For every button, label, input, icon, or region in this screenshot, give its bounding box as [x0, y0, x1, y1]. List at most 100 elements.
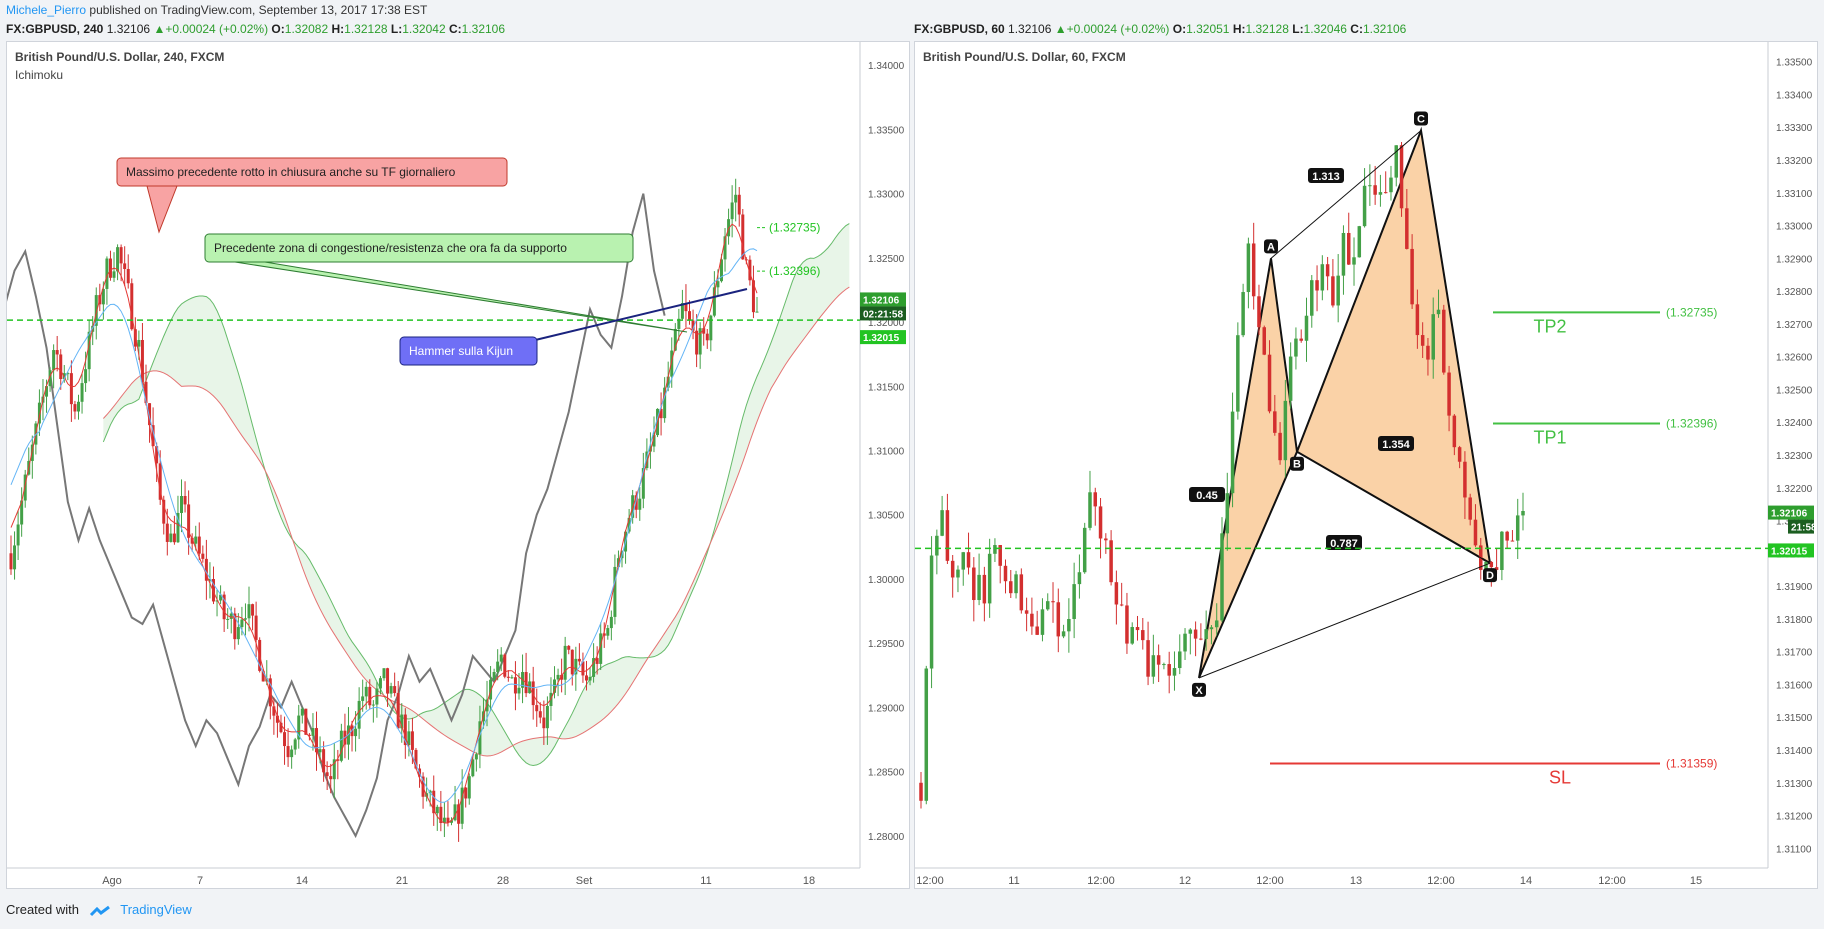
candle-body [737, 194, 741, 215]
candle-body [116, 247, 120, 272]
price-tick-label: 1.28500 [868, 768, 905, 779]
candle-body [684, 303, 688, 312]
footer: Created with TradingView [6, 902, 192, 917]
candle-body [112, 271, 116, 278]
candle-body [414, 749, 418, 769]
price-tick-label: 1.33500 [1776, 58, 1813, 69]
quote-low: 1.32046 [1303, 22, 1347, 36]
candle-body [1156, 655, 1161, 665]
last-price-badge-bg [1768, 505, 1814, 520]
annotation-blue-text: Hammer sulla Kijun [409, 344, 513, 358]
ratio-line-xd [1198, 562, 1491, 679]
candle-body [1225, 493, 1230, 534]
candle-body [634, 495, 638, 510]
price-tick-label: 1.31400 [1776, 746, 1813, 757]
harmonic-xab-triangle [1198, 258, 1299, 679]
candle-body [574, 658, 578, 675]
candle-body [283, 732, 287, 747]
candle-body [751, 280, 755, 313]
line-price-badge: 1.32015 [1771, 546, 1808, 557]
candle-body [663, 387, 667, 419]
harmonic-bcd-triangle [1295, 126, 1492, 566]
candle-body [20, 500, 24, 525]
candle-body [556, 674, 560, 680]
time-tick-label: 12:00 [1598, 875, 1626, 887]
ratio-badge-bg [1378, 436, 1414, 451]
candle-body [48, 370, 52, 387]
price-tick-label: 1.34000 [868, 61, 905, 72]
ichimoku-cloud [103, 223, 850, 766]
candle-body [386, 668, 390, 694]
level-name-label: SL [1549, 767, 1571, 787]
candle-body [389, 686, 393, 694]
candle-body [293, 739, 297, 750]
chart-canvas-60[interactable]: 12:00 11 12:00 12 12:00 13 12:00 14 12:00 15 1.335… [915, 42, 1819, 890]
candle-body [23, 474, 27, 501]
price-tick-label: 1.33500 [868, 125, 905, 136]
candle-body [354, 728, 358, 737]
chart-panel-240[interactable]: Ago 7 14 21 28 Set 11 18 1.34000 1.33500 1.33000 1.… [6, 41, 910, 889]
candle-body [1278, 432, 1282, 461]
candle-body [471, 759, 475, 777]
candle-body [148, 403, 152, 426]
candle-body [286, 746, 290, 758]
candle-body [165, 523, 169, 542]
candle-body [1104, 538, 1108, 541]
candle-body [233, 613, 237, 640]
time-tick-label: 13 [1350, 875, 1362, 887]
harmonic-point-label: D [1486, 570, 1494, 582]
quote-open: 1.32051 [1186, 22, 1230, 36]
candle-body [609, 616, 613, 629]
candle-body [37, 402, 41, 424]
candle-body [1457, 447, 1462, 462]
candle-body [69, 373, 73, 405]
quote-last: 1.32106 [106, 22, 151, 36]
candle-body [652, 435, 656, 447]
candle-body [453, 804, 457, 821]
annotation-green-box [204, 233, 634, 263]
candle-body [489, 679, 493, 700]
candle-body [194, 536, 198, 544]
candle-body [1331, 276, 1335, 306]
candle-body [553, 679, 557, 693]
candle-body [972, 567, 976, 601]
candle-body [485, 699, 489, 712]
candle-body [1431, 314, 1435, 360]
chart-canvas-240[interactable]: Ago 7 14 21 28 Set 11 18 1.34000 1.33500 1.33000 1.… [7, 42, 911, 890]
candle-body [1178, 651, 1182, 669]
candle-body [496, 661, 500, 673]
candle-body [1283, 400, 1288, 461]
time-tick-label: 12:00 [1256, 875, 1284, 887]
candle-body [1251, 243, 1256, 297]
chart-panel-60[interactable]: 12:00 11 12:00 12 12:00 13 12:00 14 12:00 15 1.335… [914, 41, 1818, 889]
candle-body [734, 194, 738, 203]
candle-body [73, 404, 77, 412]
candle-body [1352, 257, 1356, 265]
candle-body [94, 295, 98, 326]
candle-body [1077, 572, 1082, 585]
candle-body [741, 214, 745, 260]
hammer-pointer-line [526, 288, 748, 343]
annotation-blue-box [399, 336, 538, 366]
tenkan-line [10, 223, 758, 824]
candle-body [9, 553, 13, 570]
candle-body [176, 512, 180, 543]
candle-body [698, 328, 702, 355]
candle-body [318, 749, 322, 753]
candle-body [1362, 185, 1367, 227]
candle-body [1119, 604, 1124, 606]
harmonic-point-bg [1290, 456, 1304, 471]
candle-body [673, 328, 677, 351]
candle-body [307, 734, 311, 736]
candle-body [272, 706, 276, 716]
price-tick-label: 1.32700 [1776, 320, 1813, 331]
price-tick-label: 1.33200 [1776, 156, 1813, 167]
tradingview-link[interactable]: TradingView [120, 902, 192, 917]
quote-bar-right: FX:GBPUSD, 60 1.32106 ▲+0.00024 (+0.02%)… [914, 22, 1407, 36]
price-tick-label: 1.32200 [1776, 484, 1813, 495]
candle-body [275, 715, 279, 723]
candle-body [59, 354, 63, 380]
candle-body [478, 721, 482, 755]
author-link[interactable]: Michele_Pierro [6, 3, 87, 17]
candle-body [705, 333, 709, 341]
